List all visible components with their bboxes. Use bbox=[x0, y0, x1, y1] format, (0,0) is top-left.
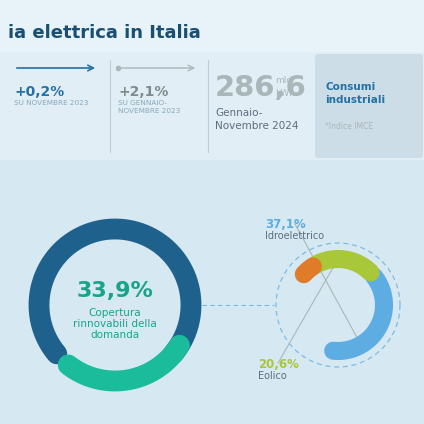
Text: domanda: domanda bbox=[90, 330, 139, 340]
Text: Gennaio-
Novembre 2024: Gennaio- Novembre 2024 bbox=[215, 108, 298, 131]
FancyBboxPatch shape bbox=[315, 54, 423, 158]
Text: 20,6%: 20,6% bbox=[258, 358, 299, 371]
Text: Consumi
industriali: Consumi industriali bbox=[325, 82, 385, 105]
Text: 286,6: 286,6 bbox=[215, 74, 307, 102]
Text: 37,1%: 37,1% bbox=[265, 218, 306, 231]
Text: Eolico: Eolico bbox=[258, 371, 287, 381]
Text: 33,9%: 33,9% bbox=[77, 281, 153, 301]
Text: ia elettrica in Italia: ia elettrica in Italia bbox=[8, 24, 201, 42]
Text: +2,1%: +2,1% bbox=[118, 85, 168, 99]
Text: SU NOVEMBRE 2023: SU NOVEMBRE 2023 bbox=[14, 100, 88, 106]
Text: Idroelettrico: Idroelettrico bbox=[265, 231, 324, 241]
Text: *Indice IMCE: *Indice IMCE bbox=[325, 122, 373, 131]
Text: rinnovabili della: rinnovabili della bbox=[73, 319, 157, 329]
Text: Copertura: Copertura bbox=[89, 308, 141, 318]
Text: SU GENNAIO-
NOVEMBRE 2023: SU GENNAIO- NOVEMBRE 2023 bbox=[118, 100, 180, 114]
Text: mld
kWh: mld kWh bbox=[275, 76, 295, 98]
FancyBboxPatch shape bbox=[0, 52, 424, 160]
Text: +0,2%: +0,2% bbox=[14, 85, 64, 99]
FancyBboxPatch shape bbox=[0, 0, 424, 52]
